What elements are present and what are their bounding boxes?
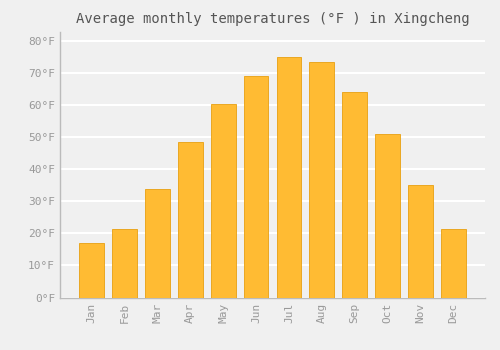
- Bar: [376, 134, 400, 298]
- Bar: [342, 92, 367, 298]
- Bar: [441, 229, 466, 298]
- Bar: [80, 243, 104, 298]
- Bar: [276, 57, 301, 298]
- Bar: [244, 76, 268, 298]
- Bar: [408, 186, 433, 298]
- Bar: [178, 142, 203, 298]
- Bar: [112, 229, 137, 298]
- Bar: [145, 189, 170, 298]
- Bar: [211, 104, 236, 298]
- Bar: [310, 62, 334, 298]
- Title: Average monthly temperatures (°F ) in Xingcheng: Average monthly temperatures (°F ) in Xi…: [76, 12, 469, 26]
